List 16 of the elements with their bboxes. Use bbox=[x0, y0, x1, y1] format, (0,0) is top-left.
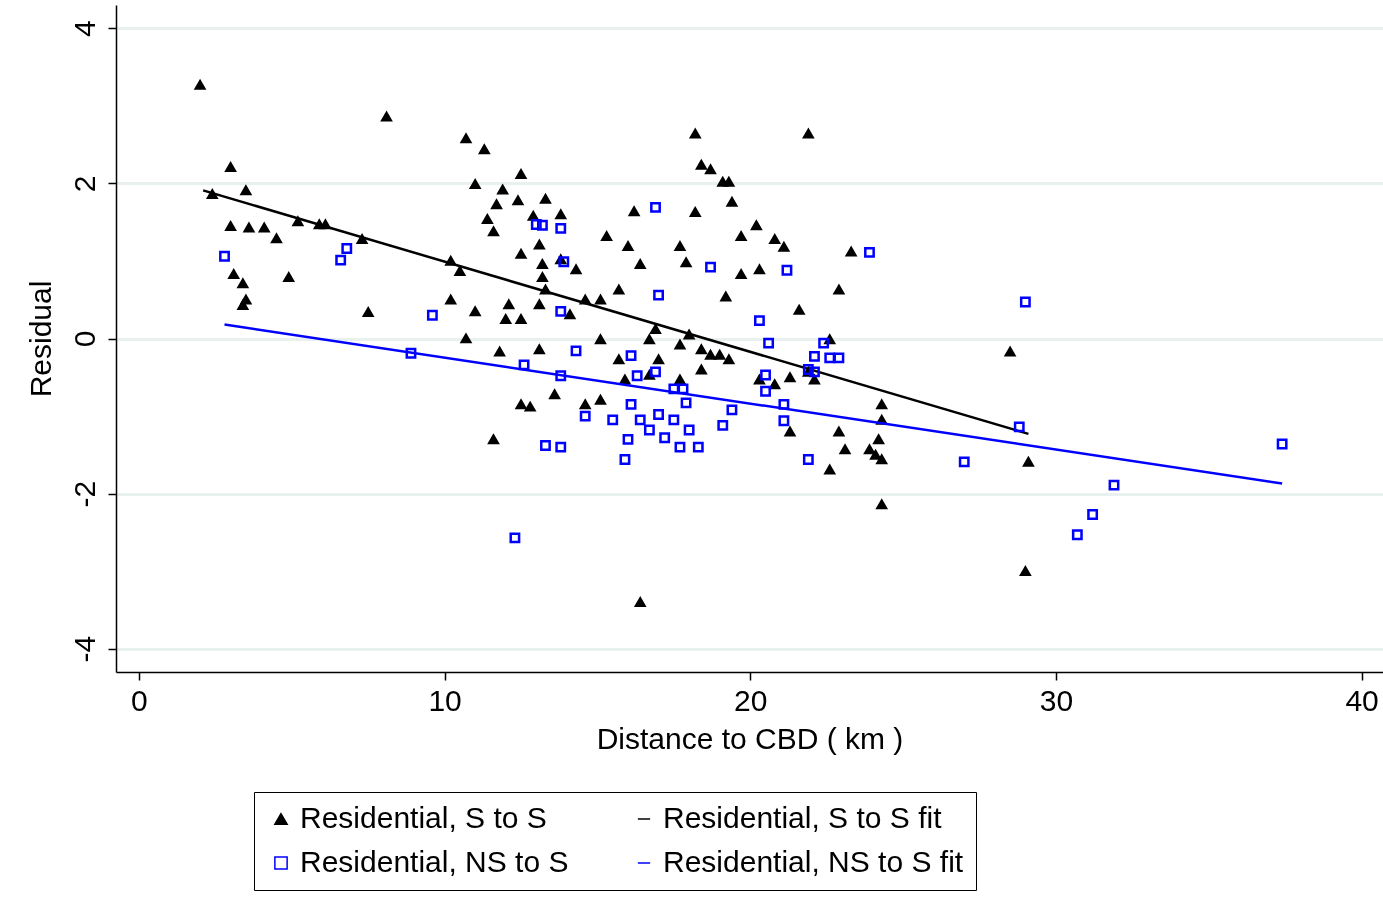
legend-label: Residential, NS to S bbox=[300, 845, 569, 878]
x-tick-label: 10 bbox=[428, 683, 462, 717]
y-tick-label: 4 bbox=[67, 20, 101, 38]
y-tick-label: 2 bbox=[67, 175, 101, 193]
x-axis-title: Distance to CBD ( km ) bbox=[596, 721, 904, 755]
x-tick-label: 20 bbox=[734, 683, 768, 717]
y-axis-title: Residual bbox=[23, 280, 57, 398]
y-tick-label: -2 bbox=[67, 480, 101, 508]
x-tick-label: 30 bbox=[1039, 683, 1074, 717]
legend-label: Residential, S to S bbox=[300, 801, 547, 834]
x-tick-label: 40 bbox=[1345, 683, 1379, 717]
legend-label: Residential, NS to S fit bbox=[663, 845, 964, 878]
y-tick-label: -4 bbox=[67, 635, 101, 663]
x-tick-label: 0 bbox=[131, 683, 148, 717]
y-tick-label: 0 bbox=[67, 330, 101, 348]
legend-label: Residential, S to S fit bbox=[663, 801, 943, 834]
